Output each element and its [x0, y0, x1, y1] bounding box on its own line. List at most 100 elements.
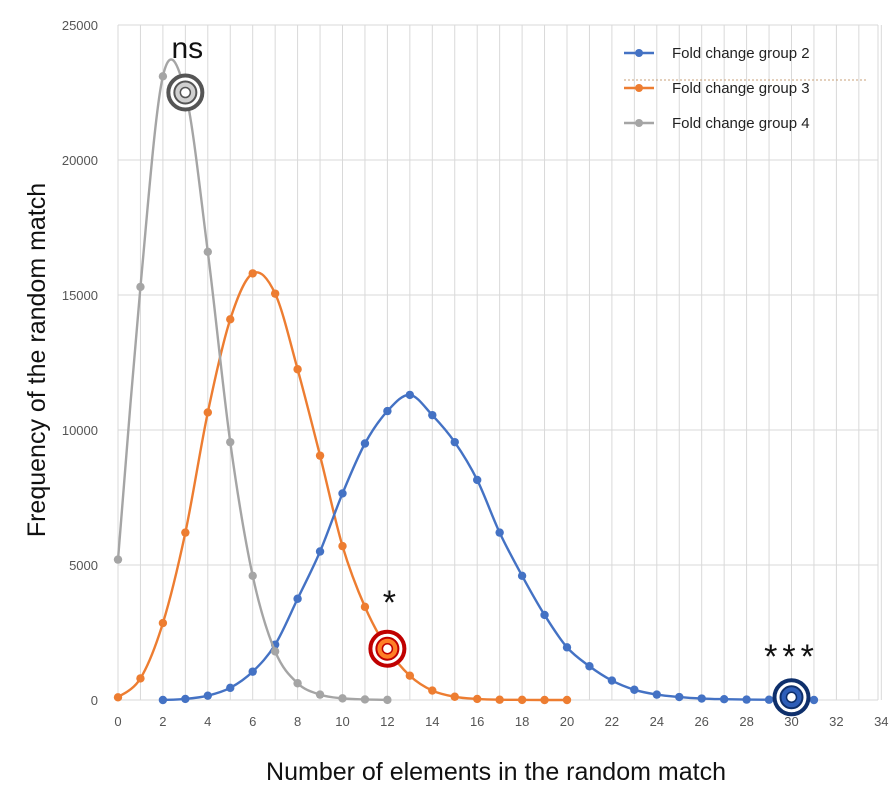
legend-marker [635, 84, 643, 92]
data-point [270, 647, 280, 656]
data-point [315, 547, 325, 556]
x-tick-label: 32 [829, 714, 843, 729]
x-tick-label: 8 [294, 714, 301, 729]
x-tick-label: 14 [425, 714, 439, 729]
data-point [742, 695, 751, 704]
data-point [203, 247, 212, 256]
legend-marker [635, 49, 643, 57]
legend-label: Fold change group 3 [672, 80, 810, 97]
data-point [226, 683, 235, 693]
x-tick-label: 24 [650, 714, 664, 729]
data-point [360, 439, 370, 448]
data-point [517, 571, 527, 580]
data-point [158, 695, 168, 705]
data-point [585, 662, 594, 671]
data-point [383, 406, 392, 416]
highlight-markers: ns**** [166, 32, 814, 717]
data-point [270, 289, 280, 298]
legend-label: Fold change group 4 [672, 115, 810, 132]
data-point [428, 410, 437, 420]
x-axis-ticks: 0 2 4 6 8 10 12 14 16 18 20 22 24 26 28 30 32 34 [114, 714, 888, 729]
data-point [181, 528, 190, 537]
x-tick-label: 20 [560, 714, 574, 729]
data-point [540, 610, 549, 620]
data-point [719, 694, 729, 704]
annotation-ns: ns [172, 32, 204, 65]
y-axis-title: Frequency of the random match [23, 183, 51, 537]
data-point [360, 602, 370, 612]
data-point [697, 694, 706, 703]
data-point [764, 695, 774, 704]
series-3 [113, 269, 572, 705]
highlight-marker [166, 73, 205, 112]
y-tick-label: 0 [91, 693, 98, 708]
series-group [113, 58, 819, 705]
x-tick-label: 16 [470, 714, 484, 729]
data-point [158, 618, 168, 628]
series-line [162, 393, 814, 702]
data-point [203, 408, 212, 417]
y-tick-label: 5000 [69, 558, 98, 573]
data-point [450, 692, 459, 701]
data-point [405, 390, 415, 400]
y-tick-label: 15000 [62, 288, 98, 303]
data-point [360, 695, 370, 704]
data-point [652, 690, 661, 699]
data-point [809, 695, 819, 705]
data-point [136, 674, 145, 683]
data-point [675, 692, 684, 702]
data-point [203, 691, 212, 700]
annotation-star: * [383, 584, 396, 622]
data-point [405, 671, 415, 680]
series-line [117, 271, 568, 702]
x-tick-label: 18 [515, 714, 529, 729]
x-tick-label: 10 [335, 714, 349, 729]
series-4 [113, 58, 392, 705]
grid [117, 24, 882, 701]
legend: Fold change group 2 Fold change group 3 Fo… [624, 45, 868, 132]
data-point [158, 72, 168, 81]
y-axis-ticks: 0 5000 10000 15000 20000 25000 [62, 18, 98, 708]
series-line [116, 58, 388, 702]
x-tick-label: 34 [874, 714, 888, 729]
legend-label: Fold change group 2 [672, 45, 810, 62]
data-point [248, 269, 257, 278]
data-point [495, 695, 504, 704]
data-point [113, 555, 123, 564]
x-tick-label: 30 [784, 714, 798, 729]
data-point [226, 437, 235, 447]
data-point [293, 365, 302, 374]
legend-marker [635, 119, 643, 127]
legend-item-4: Fold change group 4 [624, 115, 810, 132]
x-axis-title: Number of elements in the random match [266, 758, 726, 786]
data-point [248, 667, 257, 676]
data-point [630, 685, 639, 694]
data-point [315, 690, 325, 699]
marker-center [179, 86, 192, 99]
data-point [540, 695, 549, 705]
legend-item-3: Fold change group 3 [624, 80, 810, 97]
data-point [473, 694, 482, 704]
data-point [495, 528, 504, 537]
series-2 [158, 390, 819, 705]
data-point [607, 676, 617, 685]
data-point [181, 694, 190, 704]
x-tick-label: 0 [114, 714, 121, 729]
marker-center [381, 642, 394, 655]
data-point [226, 315, 235, 324]
x-tick-label: 2 [159, 714, 166, 729]
highlight-marker [772, 678, 811, 717]
marker-center [785, 691, 798, 704]
data-point [338, 541, 347, 551]
data-point [450, 437, 459, 447]
y-tick-label: 10000 [62, 423, 98, 438]
data-point [428, 686, 437, 695]
data-point [383, 695, 392, 705]
data-point [113, 693, 123, 702]
data-point [517, 695, 527, 705]
data-point [473, 475, 482, 485]
data-point [136, 282, 145, 292]
x-tick-label: 12 [380, 714, 394, 729]
y-tick-label: 25000 [62, 18, 98, 33]
